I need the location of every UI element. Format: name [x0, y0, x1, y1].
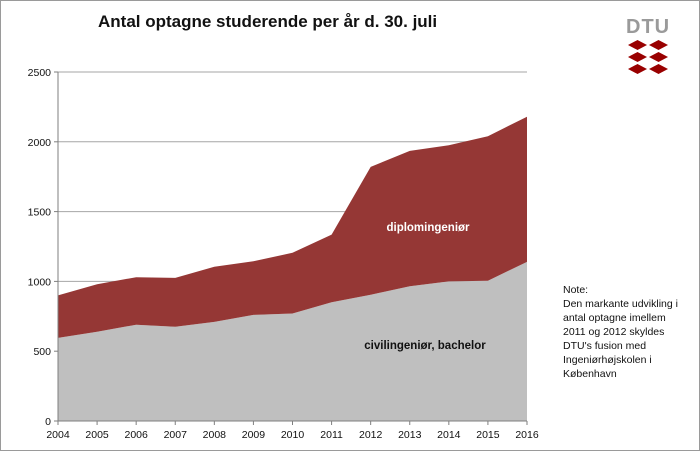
x-tick-label: 2012 [359, 429, 383, 441]
series-label-diplomingenior: diplomingeniør [386, 222, 470, 234]
x-tick-label: 2005 [85, 429, 109, 441]
logo-text: DTU [626, 16, 671, 38]
note-line: Ingeniørhøjskolen i [563, 354, 652, 366]
logo-diamond [649, 40, 668, 50]
x-tick-label: 2004 [46, 429, 70, 441]
logo-diamond [628, 40, 647, 50]
note-line: 2011 og 2012 skyldes [563, 326, 665, 338]
series-labels: civilingeniør, bachelor diplomingeniør [364, 222, 486, 352]
note-line: antal optagne imellem [563, 312, 666, 324]
logo-diamond [649, 52, 668, 62]
y-tick-label: 0 [45, 416, 51, 428]
y-tick-label: 1500 [28, 207, 52, 219]
y-tick-labels: 0 500 1000 1500 2000 2500 [28, 67, 52, 428]
series-label-civilingenior: civilingeniør, bachelor [364, 340, 486, 352]
y-tick-label: 1000 [28, 276, 52, 288]
note-line: København [563, 368, 617, 380]
y-tick-label: 2000 [28, 137, 52, 149]
logo-diamond [649, 64, 668, 74]
x-tick-label: 2008 [203, 429, 227, 441]
y-tick-label: 2500 [28, 67, 52, 79]
chart-title: Antal optagne studerende per år d. 30. j… [98, 12, 438, 31]
x-tick-labels: 2004 2005 2006 2007 2008 2009 2010 2011 2012 2013… [46, 429, 539, 441]
y-tick-label: 500 [33, 346, 51, 358]
x-tick-label: 2006 [124, 429, 148, 441]
note-heading: Note: [563, 284, 589, 296]
note-line: Den markante udvikling i [563, 298, 678, 310]
x-tick-label: 2014 [437, 429, 461, 441]
x-tick-label: 2011 [320, 429, 343, 441]
x-tick-label: 2015 [476, 429, 500, 441]
x-tick-label: 2010 [281, 429, 305, 441]
logo-diamond [628, 52, 647, 62]
note-box: Note: Den markante udvikling i antal opta… [563, 283, 693, 381]
area-civilingenior [58, 261, 527, 421]
x-tick-label: 2016 [515, 429, 539, 441]
logo-diamond [628, 64, 647, 74]
areas [58, 116, 527, 421]
area-diplomingenior [58, 116, 527, 338]
x-tick-label: 2009 [242, 429, 266, 441]
dtu-logo: DTU [626, 16, 670, 82]
note-line: DTU's fusion med [563, 340, 647, 352]
logo-emblem-icon [628, 40, 668, 74]
x-tick-label: 2013 [398, 429, 422, 441]
axes [54, 71, 528, 425]
x-tick-label: 2007 [164, 429, 188, 441]
